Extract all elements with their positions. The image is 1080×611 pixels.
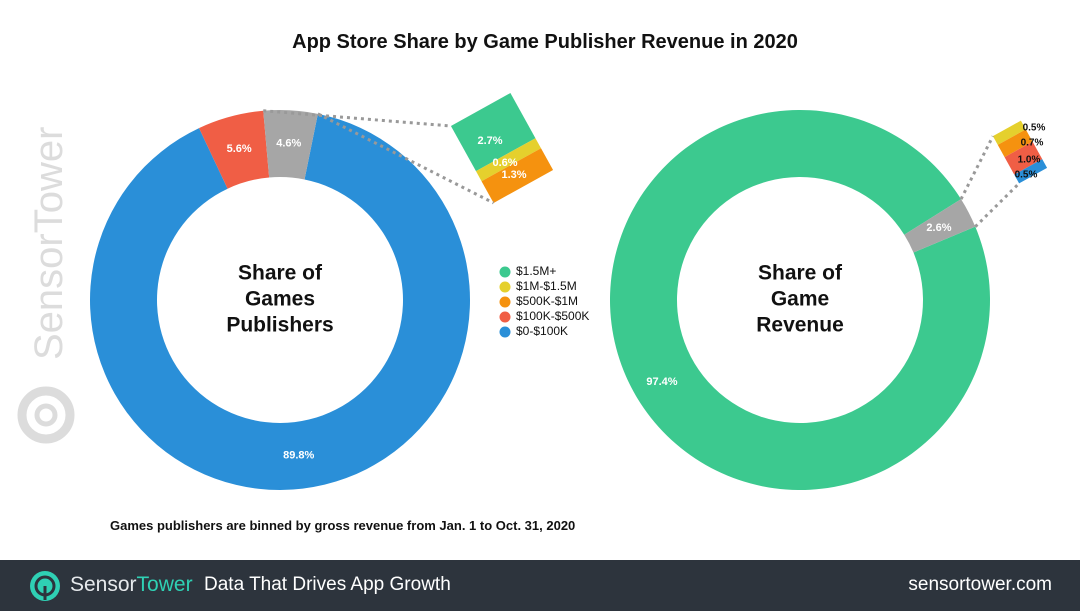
footnote: Games publishers are binned by gross rev… xyxy=(110,518,575,533)
sensortower-logo-icon xyxy=(30,571,60,601)
breakout-seg-1m-1-5m xyxy=(992,120,1026,145)
breakout-bar xyxy=(992,120,1048,184)
legend-label-100k-500k: $100K-$500K xyxy=(516,309,589,323)
legend-swatch-1-5m xyxy=(499,266,511,278)
footer-brand: SensorTower xyxy=(70,573,193,596)
breakout-label-1-5m: 2.7% xyxy=(477,135,502,147)
breakout-seg-1m-1-5m xyxy=(475,138,542,182)
legend-label-500k-1m: $500K-$1M xyxy=(516,294,578,308)
slice-under-1-5m-combined xyxy=(904,199,976,253)
watermark-text: SensorTower xyxy=(27,127,71,360)
center-label-line: Publishers xyxy=(226,314,333,337)
legend-swatch-1m-1-5m xyxy=(499,281,511,293)
breakout-seg-1-5m xyxy=(450,93,536,172)
revenue-donut: 97.4% 2.6% 0.5% 0.7% 1.0% 0.5% Share of Game Rev… xyxy=(610,110,1048,491)
legend-label-0-100k: $0-$100K xyxy=(516,324,568,338)
center-label-line: Share of xyxy=(238,262,323,285)
breakout-connector xyxy=(317,112,495,205)
breakout-label-500k-1m: 1.3% xyxy=(501,169,526,181)
publishers-donut: 89.8% 5.6% 4.6% 2.7% 0.6%1.3% Share of Games Pu… xyxy=(90,93,554,491)
slice-100k-500k xyxy=(199,110,270,189)
breakout-seg-100k-500k xyxy=(1004,141,1043,175)
legend-swatch-0-100k xyxy=(499,326,511,338)
breakout-connector xyxy=(263,109,452,128)
center-label-line: Game xyxy=(771,288,829,311)
breakout-label-100k-500k: 1.0% xyxy=(1018,155,1041,166)
breakout-seg-500k-1m xyxy=(481,148,554,203)
slice-500k-combined xyxy=(263,110,318,180)
slice-1-5m xyxy=(610,110,991,491)
slice-0-100k xyxy=(90,113,471,491)
footer-url[interactable]: sensortower.com xyxy=(908,574,1052,595)
center-label-line: Games xyxy=(245,288,315,311)
slice-label-100k-500k: 5.6% xyxy=(227,143,252,155)
slice-label-under-1-5m-combined: 2.6% xyxy=(926,222,951,234)
center-label-line: Share of xyxy=(758,262,843,285)
breakout-label-0-100k: 0.5% xyxy=(1015,170,1038,181)
breakout-label-500k-1m: 0.7% xyxy=(1021,138,1044,149)
slice-label-1-5m: 97.4% xyxy=(646,376,677,388)
legend-label-1-5m: $1.5M+ xyxy=(516,264,556,278)
center-label-line: Revenue xyxy=(756,314,844,337)
breakout-label-1m-1-5m: 0.5% xyxy=(1023,123,1046,134)
legend-swatch-500k-1m xyxy=(499,296,511,308)
breakout-connector xyxy=(959,135,995,200)
footer-tagline: Data That Drives App Growth xyxy=(204,574,451,595)
chart-canvas: SensorTower App Store Share by Game Publ… xyxy=(17,31,1048,533)
breakout-seg-0-100k xyxy=(1014,159,1048,184)
slice-label-0-100k: 89.8% xyxy=(283,449,314,461)
breakout-connector xyxy=(974,182,1021,228)
breakout-label-1m-1-5m: 0.6% xyxy=(492,157,517,169)
breakout-bar xyxy=(450,93,554,203)
footer-bar: SensorTower Data That Drives App Growth … xyxy=(0,560,1080,611)
slice-label-500k-combined: 4.6% xyxy=(276,138,301,150)
breakout-seg-500k-1m xyxy=(997,129,1033,158)
legend: $1.5M+$1M-$1.5M$500K-$1M$100K-$500K$0-$1… xyxy=(499,264,589,338)
legend-label-1m-1-5m: $1M-$1.5M xyxy=(516,279,577,293)
legend-swatch-100k-500k xyxy=(499,311,511,323)
watermark-logo-icon xyxy=(17,386,75,444)
chart-title: App Store Share by Game Publisher Revenu… xyxy=(292,31,798,53)
